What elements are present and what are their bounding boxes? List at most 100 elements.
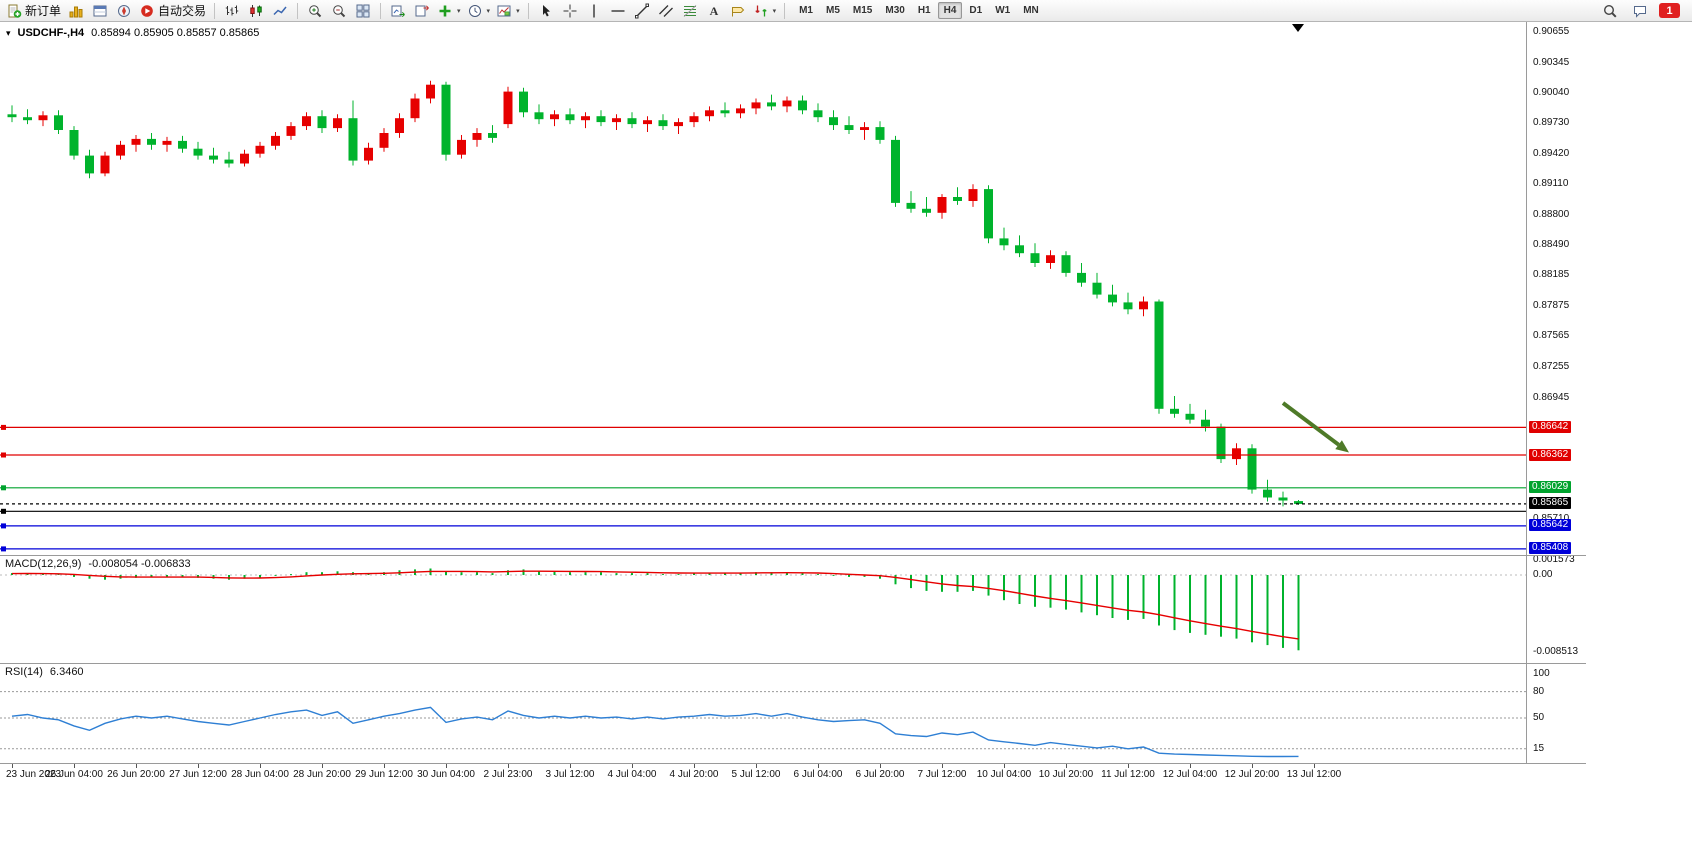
indicators-button[interactable]: ▾ xyxy=(435,2,463,20)
price-tick-label: 0.85710 xyxy=(1533,514,1569,524)
last-bar-marker-icon xyxy=(1292,24,1304,32)
macd-axis-label: -0.008513 xyxy=(1533,646,1579,657)
cursor-button[interactable] xyxy=(535,2,557,20)
timeframe-m30-button[interactable]: M30 xyxy=(885,5,905,16)
support-line-green-handle[interactable] xyxy=(1,485,6,491)
time-tick xyxy=(198,764,199,768)
timeframe-mn-button[interactable]: MN xyxy=(1023,5,1039,16)
price-tick-label: 0.87255 xyxy=(1533,361,1570,372)
candle-bull xyxy=(395,118,404,133)
horizontal-line-button[interactable] xyxy=(607,2,629,20)
periods-button[interactable]: ▾ xyxy=(465,2,493,20)
candle-bear xyxy=(829,117,838,126)
navigator-button[interactable] xyxy=(113,2,135,20)
data-window-button[interactable] xyxy=(89,2,111,20)
time-tick xyxy=(570,764,571,768)
price-tick-label: 0.89730 xyxy=(1533,117,1570,129)
candlestick-chart-button[interactable] xyxy=(245,2,267,20)
market-watch-button[interactable] xyxy=(65,2,87,20)
macd-panel-separator[interactable] xyxy=(0,555,1586,556)
chart-collapse-arrow[interactable]: ▾ xyxy=(6,27,11,38)
candle-bear xyxy=(1263,489,1272,498)
candle-bear xyxy=(1247,448,1257,490)
candle-bear xyxy=(798,100,807,111)
timeframe-h4-button[interactable]: H4 xyxy=(937,2,963,19)
fibonacci-button[interactable] xyxy=(679,2,701,20)
bar-chart-button[interactable] xyxy=(221,2,243,20)
trendline-button[interactable] xyxy=(631,2,653,20)
data-window-icon xyxy=(92,3,108,19)
horizontal-line-black-handle[interactable] xyxy=(1,508,6,514)
timeframe-m15-button[interactable]: M15 xyxy=(852,5,873,16)
arrows-button[interactable]: ▾ xyxy=(751,2,779,20)
market-watch-icon xyxy=(68,3,84,19)
macd-panel[interactable]: MACD(12,26,9) -0.008054 -0.006833 xyxy=(0,555,1526,663)
price-tick-label: 0.89420 xyxy=(1533,147,1570,159)
bid-price-line-price-box: 0.85865 xyxy=(1529,497,1572,510)
auto-trading-button[interactable]: 自动交易 xyxy=(137,2,208,20)
support-line-blue-2-handle[interactable] xyxy=(1,546,6,552)
timeframe-w1-button[interactable]: W1 xyxy=(995,5,1011,16)
time-label: 23 Jun 2023 xyxy=(6,769,62,780)
timeframe-d1-button[interactable]: D1 xyxy=(969,5,983,16)
crosshair-button[interactable] xyxy=(559,2,581,20)
price-tick-label: 0.90345 xyxy=(1533,56,1570,68)
candle-bull xyxy=(271,135,280,146)
macd-axis[interactable]: 0.001573 0.00 -0.008513 xyxy=(1527,555,1591,663)
timeframe-m1-button[interactable]: M1 xyxy=(799,5,813,16)
candle-bear xyxy=(441,84,451,155)
zoom-in-icon xyxy=(307,3,323,19)
candle-bear xyxy=(23,117,32,121)
timeframe-h1-button[interactable]: H1 xyxy=(917,5,931,16)
chat-button[interactable] xyxy=(1629,2,1651,20)
zoom-in-button[interactable] xyxy=(304,2,326,20)
rsi-axis[interactable]: 100 80 50 15 xyxy=(1527,663,1591,763)
resistance-line-red-1-handle[interactable] xyxy=(1,424,6,430)
support-line-blue-2-price-box: 0.85408 xyxy=(1529,542,1572,555)
chat-icon xyxy=(1632,3,1648,19)
templates-button[interactable]: ▾ xyxy=(494,2,522,20)
chart-shift-button[interactable] xyxy=(411,2,433,20)
notification-badge[interactable]: 1 xyxy=(1659,3,1680,18)
time-label: 27 Jun 12:00 xyxy=(169,769,227,780)
templates-icon xyxy=(496,3,512,19)
candle-bear xyxy=(147,138,156,145)
tile-windows-button[interactable] xyxy=(352,2,374,20)
time-label: 2 Jul 23:00 xyxy=(483,769,533,780)
channel-button[interactable] xyxy=(655,2,677,20)
time-label: 12 Jul 04:00 xyxy=(1162,769,1218,780)
new-order-button[interactable]: 新订单 xyxy=(4,2,63,20)
candle-bear xyxy=(1201,419,1210,427)
candle-bear xyxy=(565,114,575,121)
candle-bull xyxy=(1139,301,1148,310)
trend-arrow-line[interactable] xyxy=(1281,401,1340,447)
resistance-line-red-2-handle[interactable] xyxy=(1,452,6,458)
text-button[interactable] xyxy=(703,2,725,20)
auto-scroll-button[interactable] xyxy=(387,2,409,20)
text-label-button[interactable] xyxy=(727,2,749,20)
time-tick xyxy=(880,764,881,768)
candle-bear xyxy=(906,202,916,209)
support-line-blue-1-handle[interactable] xyxy=(1,523,6,529)
price-tick-label: 0.88185 xyxy=(1533,269,1570,281)
candle-bear xyxy=(922,208,931,213)
candlestick-chart[interactable] xyxy=(0,22,1526,555)
price-tick-label: 0.90655 xyxy=(1533,26,1570,37)
zoom-out-button[interactable] xyxy=(328,2,350,20)
candle-bear xyxy=(844,125,854,130)
rsi-panel[interactable]: RSI(14) 6.3460 xyxy=(0,663,1526,763)
time-label: 12 Jul 20:00 xyxy=(1224,769,1280,780)
vertical-line-button[interactable] xyxy=(583,2,605,20)
search-button[interactable] xyxy=(1599,2,1621,20)
line-chart-button[interactable] xyxy=(269,2,291,20)
rsi-panel-separator[interactable] xyxy=(0,663,1586,664)
time-axis[interactable]: 23 Jun 2023 26 Jun 04:00 26 Jun 20:00 27 Ju… xyxy=(0,764,1586,784)
search-icon xyxy=(1602,3,1618,19)
price-axis[interactable]: 0.90655 0.90345 0.90040 0.89730 0.89420 0.891… xyxy=(1527,22,1591,555)
main-chart-panel[interactable]: ▾ USDCHF-,H4 0.85894 0.85905 0.85857 0.8… xyxy=(0,22,1526,555)
candle-bull xyxy=(503,91,513,125)
timeframe-m5-button[interactable]: M5 xyxy=(826,5,840,16)
trend-arrow-head[interactable] xyxy=(1335,440,1349,453)
candle-bear xyxy=(720,110,730,114)
candle-bear xyxy=(875,127,885,140)
